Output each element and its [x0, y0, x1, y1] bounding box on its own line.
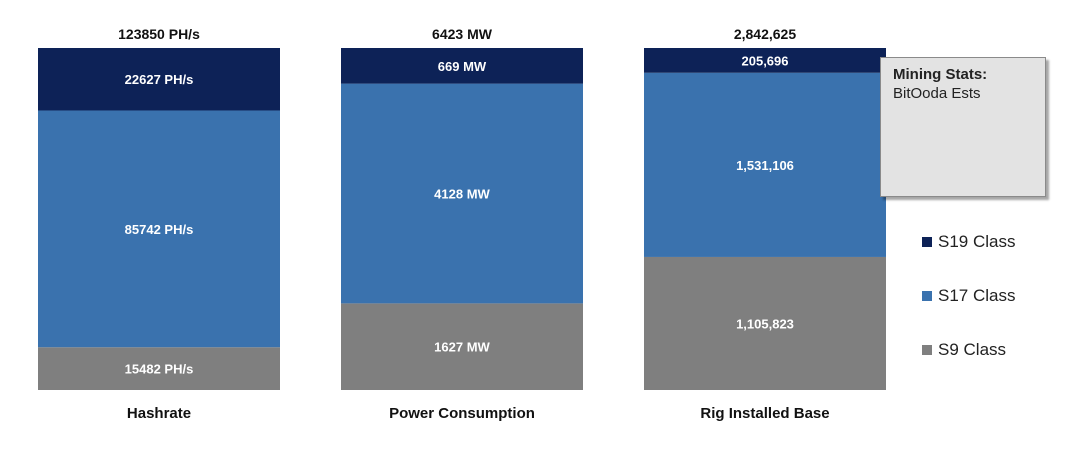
data-label-hashrate-s9: 15482 PH/s	[125, 362, 194, 377]
bar-segment-hashrate-s19	[38, 48, 280, 111]
callout-box: Mining Stats: BitOoda Ests	[880, 57, 1046, 197]
data-label-hashrate-s17: 85742 PH/s	[125, 222, 194, 237]
total-label-power-consumption: 6423 MW	[432, 26, 493, 42]
category-label-hashrate: Hashrate	[127, 405, 191, 422]
data-label-power-consumption-s19: 669 MW	[438, 59, 487, 74]
callout-title: Mining Stats:	[893, 66, 988, 83]
legend-label-s17: S17 Class	[938, 286, 1016, 305]
data-label-rig-installed-base-s17: 1,531,106	[736, 158, 794, 173]
bar-segment-rig-installed-base-s19	[644, 48, 886, 73]
bar-segment-power-consumption-s9	[341, 303, 583, 390]
data-label-rig-installed-base-s9: 1,105,823	[736, 316, 794, 331]
data-label-hashrate-s19: 22627 PH/s	[125, 72, 194, 87]
category-label-rig-installed-base: Rig Installed Base	[700, 405, 829, 422]
legend-item-s17: S17 Class	[922, 284, 1072, 308]
legend-item-s19: S19 Class	[922, 230, 1072, 254]
data-label-rig-installed-base-s19: 205,696	[742, 53, 789, 68]
bar-segment-power-consumption-s17	[341, 83, 583, 304]
bar-segment-hashrate-s17	[38, 110, 280, 348]
bar-segment-hashrate-s9	[38, 347, 280, 390]
legend-swatch-s9	[922, 345, 932, 355]
data-label-power-consumption-s9: 1627 MW	[434, 340, 490, 355]
bar-segment-rig-installed-base-s17	[644, 72, 886, 257]
total-label-hashrate: 123850 PH/s	[118, 26, 200, 42]
legend-swatch-s19	[922, 237, 932, 247]
legend-label-s9: S9 Class	[938, 340, 1007, 359]
legend-label-s19: S19 Class	[938, 232, 1016, 251]
legend-item-s9: S9 Class	[922, 338, 1072, 362]
legend: S19 Class S17 Class S9 Class	[922, 230, 1072, 392]
bar-segment-rig-installed-base-s9	[644, 256, 886, 390]
callout-subtitle: BitOoda Ests	[893, 85, 981, 102]
legend-swatch-s17	[922, 291, 932, 301]
data-label-power-consumption-s17: 4128 MW	[434, 186, 490, 201]
bar-segment-power-consumption-s19	[341, 48, 583, 84]
total-label-rig-installed-base: 2,842,625	[734, 26, 796, 42]
category-label-power-consumption: Power Consumption	[389, 405, 535, 422]
